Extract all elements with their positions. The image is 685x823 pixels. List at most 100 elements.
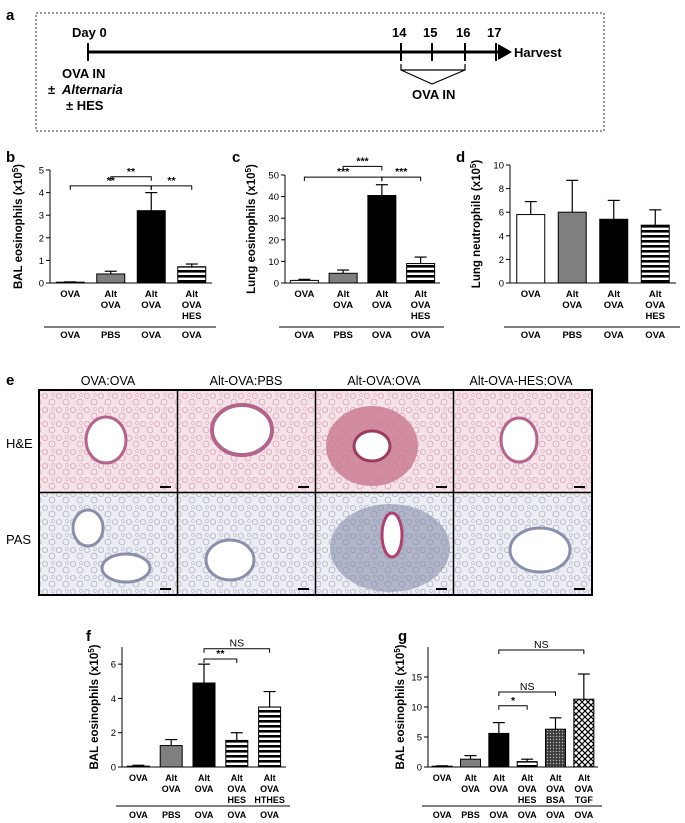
y-tick-label: 10	[493, 161, 504, 172]
histology-airway	[71, 508, 105, 548]
y-tick-label: 8	[499, 184, 504, 195]
significance-bracket	[203, 648, 271, 653]
timeline-frame	[35, 12, 605, 132]
x-tick-label: OVA	[604, 300, 624, 311]
y-tick-label: 2	[111, 728, 116, 739]
challenge-label: OVA	[489, 810, 508, 820]
challenge-label: OVA	[521, 330, 541, 341]
bar	[136, 210, 166, 284]
y-axis-label-tail: )	[13, 164, 25, 168]
y-axis-label-superscript: 5	[393, 648, 402, 653]
x-tick-label: Alt	[165, 773, 177, 783]
significance-bracket	[150, 185, 193, 190]
y-tick-label: 2	[499, 255, 504, 266]
histology-airway	[204, 538, 256, 582]
bar	[177, 266, 207, 284]
y-tick-label: 5	[39, 166, 44, 177]
timeline-arrowhead	[498, 44, 512, 60]
x-tick-label: OVA	[162, 784, 181, 794]
x-tick-label: Alt	[607, 289, 621, 300]
x-tick-label: OVA	[101, 300, 121, 311]
x-tick-label: OVA	[521, 289, 541, 300]
histology-col-alt-ova-hes-ova: Alt-OVA-HES:OVA	[469, 374, 573, 388]
y-axis-label-tail: )	[395, 644, 407, 648]
y-axis-label-text: BAL eosinophils (x10	[13, 172, 25, 289]
bar	[516, 214, 546, 284]
y-tick-label: 2	[39, 233, 44, 244]
y-axis-label-text: Lung eosinophils (x10	[246, 172, 258, 293]
histology-col-ova-ova: OVA:OVA	[81, 374, 136, 388]
challenge-label: OVA	[518, 810, 537, 820]
challenge-label: OVA	[129, 810, 148, 820]
histology-panel: OVA:OVA Alt-OVA:PBS Alt-OVA:OVA Alt-OVA-…	[6, 374, 593, 596]
significance-label: **	[107, 175, 116, 187]
bar	[258, 706, 282, 768]
bar	[406, 263, 436, 284]
challenge-label: OVA	[60, 330, 80, 341]
x-tick-label: OVA	[489, 784, 508, 794]
bar	[367, 195, 397, 284]
histology-airway	[380, 511, 404, 559]
y-tick-label: 1	[39, 256, 44, 267]
significance-label: **	[216, 648, 225, 660]
x-tick-label: HES	[228, 795, 247, 805]
x-tick-label: TGF	[575, 795, 593, 805]
timeline-day0-label: Day 0	[72, 25, 107, 40]
significance-bracket	[498, 649, 585, 654]
bar	[192, 682, 216, 768]
x-tick-label: Alt	[550, 773, 562, 783]
x-tick-label: Alt	[649, 289, 663, 300]
challenge-label: OVA	[227, 810, 246, 820]
y-tick-label: 10	[268, 257, 279, 268]
significance-bracket	[110, 176, 152, 181]
x-tick-label: Alt	[376, 289, 390, 300]
timeline-plusminus: ±	[48, 82, 55, 97]
significance-label: **	[167, 175, 176, 187]
panel-label-e: e	[6, 372, 14, 389]
y-tick-label: 0	[499, 279, 504, 290]
x-tick-label: Alt	[198, 773, 210, 783]
x-tick-label: HTHES	[254, 795, 285, 805]
timeline-harvest-label: Harvest	[514, 45, 562, 60]
challenge-label: OVA	[195, 810, 214, 820]
challenge-label: OVA	[372, 330, 392, 341]
timeline-ova-in-left: OVA IN	[62, 66, 105, 81]
bar	[328, 272, 358, 284]
significance-bracket	[498, 705, 528, 710]
significance-bracket	[381, 176, 422, 182]
timeline-day-17: 17	[487, 25, 501, 40]
y-tick-label: 4	[499, 231, 504, 242]
histology-col-alt-ova-ova: Alt-OVA:OVA	[347, 374, 421, 388]
significance-bracket	[342, 165, 383, 171]
timeline-ova-in-right: OVA IN	[412, 87, 455, 102]
panel-label-f: f	[86, 628, 92, 645]
x-tick-label: HES	[182, 311, 202, 322]
histology-row-pas: PAS	[6, 532, 31, 547]
challenge-label: PBS	[162, 810, 181, 820]
y-tick-label: 40	[268, 192, 279, 203]
y-tick-label: 30	[268, 214, 279, 225]
y-tick-label: 6	[499, 208, 504, 219]
x-tick-label: OVA	[195, 784, 214, 794]
x-tick-label: HES	[411, 311, 431, 322]
challenge-label: OVA	[411, 330, 431, 341]
histology-row-he: H&E	[6, 436, 33, 451]
x-tick-label: Alt	[337, 289, 351, 300]
y-axis-label-text: BAL eosinophils (x10	[395, 653, 407, 770]
challenge-label: OVA	[260, 810, 279, 820]
significance-label: NS	[534, 639, 549, 651]
bar	[460, 758, 481, 768]
panel-label-c: c	[232, 149, 240, 166]
histology-airway	[352, 429, 392, 463]
y-tick-label: 15	[411, 673, 422, 684]
x-tick-label: OVA	[227, 784, 246, 794]
y-tick-label: 10	[411, 703, 422, 714]
x-tick-label: OVA	[129, 773, 148, 783]
timeline-panel: Day 0 14 15 16 17 Harvest OVA IN ± Alter…	[35, 12, 605, 132]
y-axis-label-superscript: 5	[244, 167, 253, 172]
x-tick-label: Alt	[465, 773, 477, 783]
significance-label: ***	[395, 166, 408, 178]
